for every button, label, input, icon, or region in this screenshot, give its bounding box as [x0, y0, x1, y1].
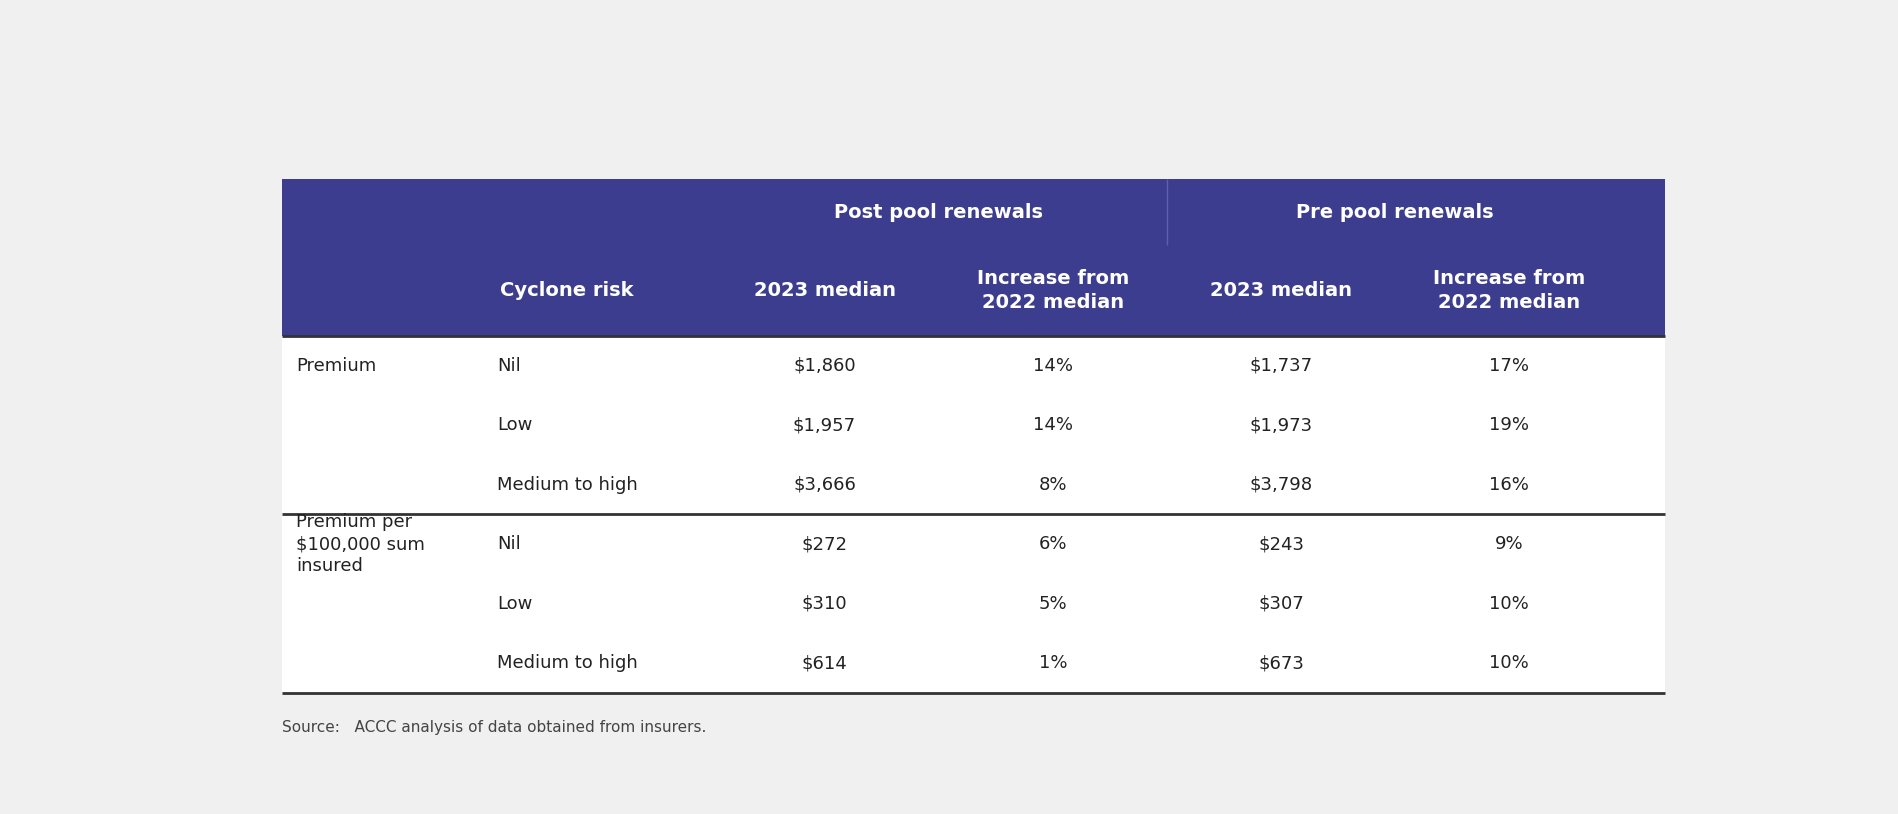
Bar [281, 336, 1665, 396]
Text: 8%: 8% [1038, 475, 1067, 494]
Text: $673: $673 [1258, 654, 1304, 672]
Text: Medium to high: Medium to high [497, 654, 638, 672]
Text: Increase from
2022 median: Increase from 2022 median [976, 269, 1127, 312]
Text: $1,737: $1,737 [1249, 357, 1312, 374]
Text: Low: Low [497, 416, 531, 434]
Text: $3,798: $3,798 [1249, 475, 1312, 494]
Text: 19%: 19% [1488, 416, 1528, 434]
Bar [281, 179, 1665, 245]
Bar [281, 633, 1665, 693]
Text: 9%: 9% [1494, 536, 1522, 554]
Text: $1,860: $1,860 [793, 357, 856, 374]
Text: 16%: 16% [1488, 475, 1528, 494]
Text: $1,957: $1,957 [793, 416, 856, 434]
Text: Source:   ACCC analysis of data obtained from insurers.: Source: ACCC analysis of data obtained f… [281, 720, 706, 735]
Text: 14%: 14% [1033, 357, 1072, 374]
Text: $1,973: $1,973 [1249, 416, 1312, 434]
Bar [281, 574, 1665, 633]
Bar [281, 396, 1665, 455]
Text: Premium per
$100,000 sum
insured: Premium per $100,000 sum insured [296, 513, 425, 575]
Text: Pre pool renewals: Pre pool renewals [1296, 203, 1494, 221]
Text: 14%: 14% [1033, 416, 1072, 434]
Text: $307: $307 [1258, 595, 1304, 613]
Text: 17%: 17% [1488, 357, 1528, 374]
Text: Medium to high: Medium to high [497, 475, 638, 494]
Text: 2023 median: 2023 median [1209, 281, 1351, 300]
Text: 2023 median: 2023 median [754, 281, 896, 300]
Text: Nil: Nil [497, 357, 520, 374]
Text: $243: $243 [1256, 536, 1304, 554]
Text: Cyclone risk: Cyclone risk [499, 281, 632, 300]
Text: Post pool renewals: Post pool renewals [833, 203, 1042, 221]
Text: Low: Low [497, 595, 531, 613]
Bar [281, 514, 1665, 574]
Text: Premium: Premium [296, 357, 376, 374]
Text: 1%: 1% [1038, 654, 1067, 672]
Text: $310: $310 [801, 595, 847, 613]
Text: Nil: Nil [497, 536, 520, 554]
Text: $272: $272 [801, 536, 847, 554]
Text: $614: $614 [801, 654, 847, 672]
Text: Increase from
2022 median: Increase from 2022 median [1433, 269, 1585, 312]
Text: 6%: 6% [1038, 536, 1067, 554]
Text: 10%: 10% [1488, 654, 1528, 672]
Text: 5%: 5% [1038, 595, 1067, 613]
Bar [281, 455, 1665, 514]
Bar [281, 245, 1665, 336]
Text: $3,666: $3,666 [793, 475, 856, 494]
Text: 10%: 10% [1488, 595, 1528, 613]
